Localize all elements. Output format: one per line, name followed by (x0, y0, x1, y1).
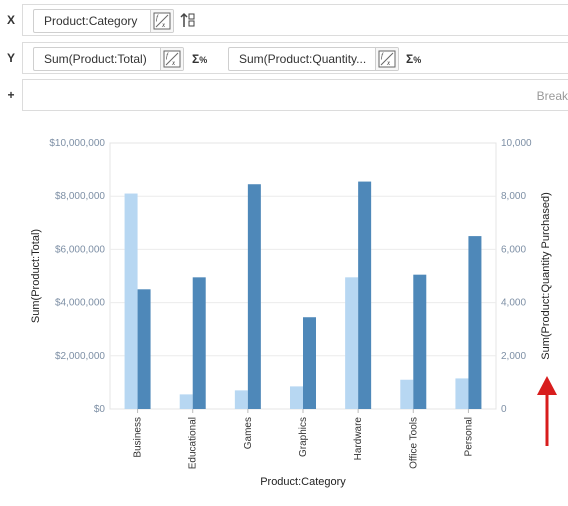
bar-total-3[interactable] (290, 386, 303, 409)
bar-quantity-5[interactable] (413, 274, 427, 409)
category-label: Office Tools (408, 417, 419, 469)
bar-quantity-6[interactable] (468, 236, 482, 409)
svg-text:f: f (381, 52, 384, 60)
svg-text:x: x (161, 21, 166, 29)
y-field-label-total: Sum(Product:Total) (44, 52, 147, 66)
category-label: Graphics (298, 417, 309, 457)
bar-total-0[interactable] (124, 193, 138, 409)
bar-quantity-0[interactable] (137, 289, 151, 409)
y-field-label-quantity: Sum(Product:Quantity... (239, 52, 367, 66)
bar-quantity-1[interactable] (192, 277, 206, 409)
bar-total-6[interactable] (455, 378, 469, 409)
sum-percent-icon[interactable]: Σ% (192, 52, 208, 66)
break-shelf-drop-area[interactable]: Break (22, 79, 568, 111)
bar-total-2[interactable] (234, 390, 248, 409)
svg-text:f: f (156, 14, 159, 22)
svg-text:x: x (386, 59, 391, 67)
right-tick-label: 8,000 (501, 191, 526, 202)
category-label: Business (133, 417, 144, 458)
category-label: Personal (463, 417, 474, 456)
break-shelf: + Break (0, 78, 568, 112)
category-label: Games (243, 417, 254, 449)
x-shelf-letter: X (6, 13, 15, 27)
bar-total-5[interactable] (400, 379, 414, 409)
bar-total-1[interactable] (179, 394, 193, 409)
y-shelf-letter: Y (6, 51, 15, 65)
left-tick-label: $4,000,000 (55, 298, 105, 309)
left-tick-label: $8,000,000 (55, 191, 105, 202)
bar-quantity-4[interactable] (358, 181, 372, 409)
category-label: Educational (188, 417, 199, 469)
bar-total-4[interactable] (345, 277, 359, 409)
sum-percent-icon[interactable]: Σ% (406, 52, 422, 66)
break-placeholder: Break (536, 89, 568, 103)
right-tick-label: 6,000 (501, 244, 526, 255)
x-field-label: Product:Category (44, 14, 138, 28)
dual-axis-bar-chart: $0 $2,000,000 $4,000,000 $6,000,000 $8,000,0… (30, 138, 557, 488)
right-axis-title: Sum(Product:Quantity Purchased) (540, 192, 552, 360)
right-tick-label: 0 (501, 404, 507, 415)
bar-quantity-3[interactable] (303, 317, 316, 409)
x-axis-title: Product:Category (260, 476, 346, 488)
right-axis-ticks: 0 2,000 4,000 6,000 8,000 10,000 (501, 138, 532, 415)
right-tick-label: 4,000 (501, 298, 526, 309)
right-tick-label: 2,000 (501, 351, 526, 362)
left-axis-ticks: $0 $2,000,000 $4,000,000 $6,000,000 $8,000,0… (49, 138, 105, 415)
right-tick-label: 10,000 (501, 138, 532, 149)
bars (124, 181, 482, 409)
left-axis-title: Sum(Product:Total) (30, 229, 42, 323)
left-tick-label: $2,000,000 (55, 351, 105, 362)
category-label: Hardware (353, 417, 364, 461)
left-tick-label: $10,000,000 (49, 138, 105, 149)
bar-quantity-2[interactable] (247, 184, 261, 409)
left-tick-label: $0 (94, 404, 106, 415)
up-arrow-icon (537, 376, 557, 446)
svg-text:f: f (166, 52, 169, 60)
add-shelf-letter: + (7, 88, 15, 102)
category-labels: Business Educational Games Graphics Hardware… (133, 409, 474, 469)
svg-text:x: x (171, 59, 176, 67)
sort-icon[interactable] (179, 9, 197, 33)
left-tick-label: $6,000,000 (55, 244, 105, 255)
